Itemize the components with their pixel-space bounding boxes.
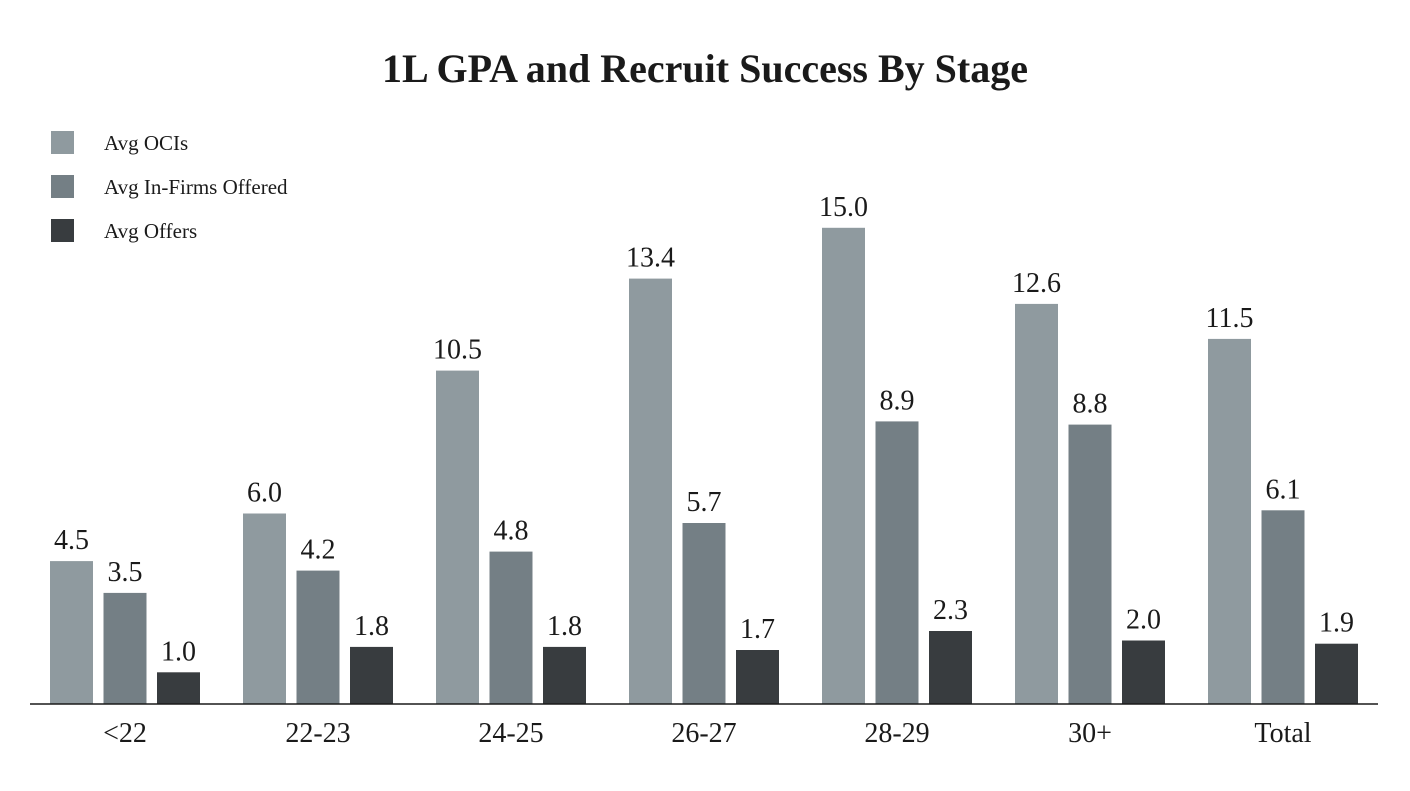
bar-avg-ocis-30 [1015,303,1058,704]
value-label-avg-ocis-26-27: 13.4 [626,243,675,274]
x-tick-label-22: <22 [103,718,147,749]
legend-swatch-avg-ocis [51,131,74,154]
value-label-avg-offers-24-25: 1.8 [547,611,582,642]
value-label-avg-in-firms-offered-total: 6.1 [1266,474,1301,505]
value-label-avg-offers-22: 1.0 [161,636,196,667]
value-label-avg-in-firms-offered-30: 8.8 [1073,389,1108,420]
bar-avg-in-firms-offered-30 [1068,424,1112,704]
bar-avg-offers-30 [1122,640,1165,704]
value-label-avg-offers-total: 1.9 [1319,608,1354,639]
legend-swatch-avg-in-firms-offered [51,175,74,198]
value-label-avg-ocis-28-29: 15.0 [819,192,868,223]
value-label-avg-ocis-22: 4.5 [54,525,89,556]
bar-avg-in-firms-offered-26-27 [682,523,726,704]
legend: Avg OCIs Avg In-Firms Offered Avg Offers [51,131,288,243]
bar-avg-ocis-total [1208,338,1251,704]
x-tick-label-26-27: 26-27 [671,718,736,749]
bar-avg-ocis-28-29 [822,227,865,705]
value-label-avg-in-firms-offered-28-29: 8.9 [880,385,915,416]
x-tick-label-22-23: 22-23 [285,718,350,749]
bar-avg-offers-26-27 [736,650,779,704]
value-labels: 4.5 3.5 1.0 6.0 4.2 1.8 10.5 4.8 1.8 13.4 5.7 1.7 15… [54,192,1354,667]
bar-avg-offers-total [1315,643,1358,704]
value-label-avg-ocis-22-23: 6.0 [247,478,282,509]
bar-avg-in-firms-offered-22 [103,592,147,704]
bars [50,227,1358,705]
x-tick-label-30: 30+ [1068,718,1112,749]
bar-avg-ocis-26-27 [629,278,672,704]
value-label-avg-in-firms-offered-26-27: 5.7 [687,487,722,518]
value-label-avg-ocis-total: 11.5 [1206,303,1254,334]
x-tick-label-24-25: 24-25 [478,718,543,749]
bar-avg-ocis-22 [50,561,93,704]
bar-avg-offers-22-23 [350,646,393,704]
bar-avg-in-firms-offered-total [1261,510,1305,704]
value-label-avg-offers-22-23: 1.8 [354,611,389,642]
x-tick-label-total: Total [1254,718,1311,749]
x-tick-label-28-29: 28-29 [864,718,929,749]
bar-avg-offers-24-25 [543,646,586,704]
value-label-avg-offers-28-29: 2.3 [933,595,968,626]
bar-avg-offers-22 [157,672,200,705]
bar-avg-in-firms-offered-28-29 [875,421,919,704]
value-label-avg-offers-26-27: 1.7 [740,614,775,645]
bar-avg-offers-28-29 [929,631,972,704]
x-axis-tick-labels: <22 22-23 24-25 26-27 28-29 30+ Total [103,718,1312,749]
value-label-avg-ocis-30: 12.6 [1012,268,1061,299]
legend-label-avg-ocis: Avg OCIs [104,131,188,155]
chart-title: 1L GPA and Recruit Success By Stage [382,46,1028,91]
value-label-avg-offers-30: 2.0 [1126,605,1161,636]
value-label-avg-in-firms-offered-24-25: 4.8 [494,516,529,547]
bar-avg-ocis-24-25 [436,370,479,704]
legend-label-avg-offers: Avg Offers [104,219,197,243]
legend-swatch-avg-offers [51,219,74,242]
value-label-avg-in-firms-offered-22: 3.5 [108,557,143,588]
value-label-avg-in-firms-offered-22-23: 4.2 [301,535,336,566]
value-label-avg-ocis-24-25: 10.5 [433,335,482,366]
bar-avg-ocis-22-23 [243,513,286,704]
bar-avg-in-firms-offered-22-23 [296,570,340,704]
bar-avg-in-firms-offered-24-25 [489,551,533,704]
legend-label-avg-in-firms-offered: Avg In-Firms Offered [104,175,288,199]
